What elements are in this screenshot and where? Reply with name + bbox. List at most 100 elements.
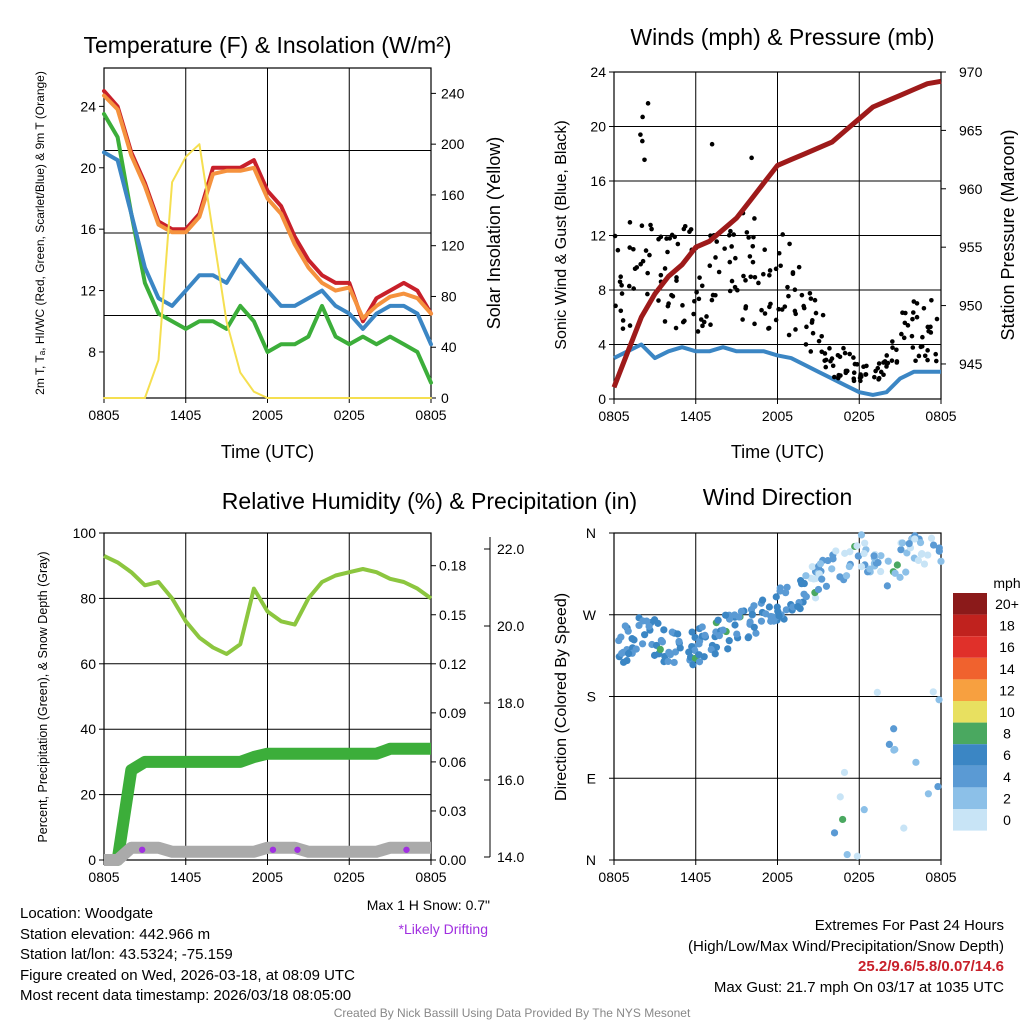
gust-point — [827, 346, 832, 351]
winds-y-tick-label: 0 — [598, 391, 606, 407]
rh-y-tick-label: 80 — [80, 590, 96, 606]
direction-point — [918, 550, 926, 558]
direction-point — [857, 531, 866, 539]
gust-point — [842, 350, 848, 356]
gust-point — [727, 288, 733, 294]
direction-point — [822, 582, 831, 590]
gust-point — [829, 356, 835, 361]
gust-point — [627, 245, 633, 250]
direction-point — [935, 696, 943, 704]
legend-label: 16 — [999, 639, 1015, 655]
direction-point — [772, 593, 780, 601]
legend-label: 2 — [1003, 790, 1011, 806]
gust-point — [645, 270, 650, 276]
winds-y2label: Station Pressure (Maroon) — [998, 129, 1018, 340]
direction-point — [857, 562, 866, 571]
direction-point — [715, 632, 724, 640]
dir-x-tick-label: 1405 — [680, 869, 711, 885]
direction-point — [724, 645, 732, 653]
direction-point — [900, 824, 908, 832]
direction-point — [762, 610, 770, 618]
winds-title: Winds (mph) & Pressure (mb) — [630, 24, 934, 50]
winds-y-tick-label: 4 — [598, 337, 606, 353]
gust-point — [914, 314, 920, 320]
gust-point — [841, 345, 846, 351]
gust-point — [665, 249, 670, 255]
gust-point — [776, 250, 782, 256]
gust-point — [872, 374, 877, 380]
gust-point — [692, 298, 697, 304]
gust-point — [619, 291, 625, 296]
winds-series-gust — [612, 101, 940, 384]
temp-title: Temperature (F) & Insolation (W/m²) — [83, 32, 451, 58]
gust-point — [780, 232, 786, 237]
legend-label: 20+ — [995, 596, 1019, 612]
extremes-values: 25.2/9.6/5.8/0.07/14.6 — [858, 958, 1004, 975]
rh-y-tick-label: 40 — [80, 721, 96, 737]
direction-point — [885, 740, 893, 749]
gust-point — [687, 229, 692, 234]
gust-point — [766, 325, 772, 331]
gust-point — [746, 235, 751, 240]
legend-label: 14 — [999, 661, 1015, 677]
direction-point — [628, 635, 636, 643]
gust-point — [851, 355, 856, 360]
gust-point — [858, 372, 863, 377]
gust-point — [620, 326, 626, 331]
gust-point — [674, 275, 679, 280]
gust-point — [735, 287, 740, 293]
direction-point — [912, 758, 920, 766]
gust-point — [698, 317, 704, 322]
direction-point — [934, 782, 942, 791]
temp-y-tick-label: 24 — [80, 98, 96, 114]
direction-point — [782, 589, 790, 597]
station-location: Location: Woodgate — [20, 905, 154, 922]
gust-point — [894, 359, 900, 364]
gust-point — [680, 303, 685, 308]
gust-point — [914, 301, 920, 306]
temp-y2-tick-label: 40 — [441, 339, 457, 355]
rh-grid — [104, 533, 431, 860]
direction-point — [828, 565, 836, 573]
winds-y-tick-label: 8 — [598, 282, 606, 298]
rh-y-tick-label: 20 — [80, 787, 96, 803]
gust-point — [709, 297, 715, 303]
gust-point — [920, 334, 925, 340]
direction-point — [893, 561, 901, 569]
direction-point — [853, 852, 861, 860]
gust-point — [820, 312, 826, 318]
direction-point — [802, 593, 810, 601]
gust-point — [648, 222, 653, 228]
winds-y-tick-label: 12 — [590, 228, 606, 244]
rh-y-tick-label: 0 — [88, 852, 96, 868]
direction-point — [674, 630, 682, 638]
direction-point — [757, 617, 766, 625]
gust-point — [627, 220, 633, 225]
direction-point — [765, 603, 773, 611]
gust-point — [714, 239, 720, 244]
gust-point — [852, 361, 858, 367]
rh-y2-tick-label: 0.12 — [439, 656, 466, 672]
gust-point — [786, 293, 791, 299]
winds-x-tick-label: 0805 — [598, 408, 629, 424]
recent-data: Most recent data timestamp: 2026/03/18 0… — [20, 987, 352, 1004]
gust-point — [741, 273, 746, 279]
winds-y2-tick-label: 960 — [959, 181, 983, 197]
temp-y-tick-label: 12 — [80, 283, 96, 299]
direction-point — [924, 551, 932, 559]
gust-point — [786, 332, 792, 338]
gust-point — [873, 368, 878, 374]
gust-point — [640, 114, 645, 120]
gust-point — [696, 296, 702, 302]
gust-point — [639, 223, 645, 229]
gust-point — [905, 323, 911, 328]
direction-point — [935, 544, 943, 552]
direction-point — [618, 649, 626, 658]
gust-point — [793, 327, 798, 332]
direction-point — [840, 768, 849, 777]
direction-point — [639, 617, 647, 625]
direction-point — [842, 572, 851, 580]
gust-point — [750, 259, 756, 265]
direction-point — [911, 535, 919, 543]
winds-y2-tick-label: 970 — [959, 64, 983, 80]
